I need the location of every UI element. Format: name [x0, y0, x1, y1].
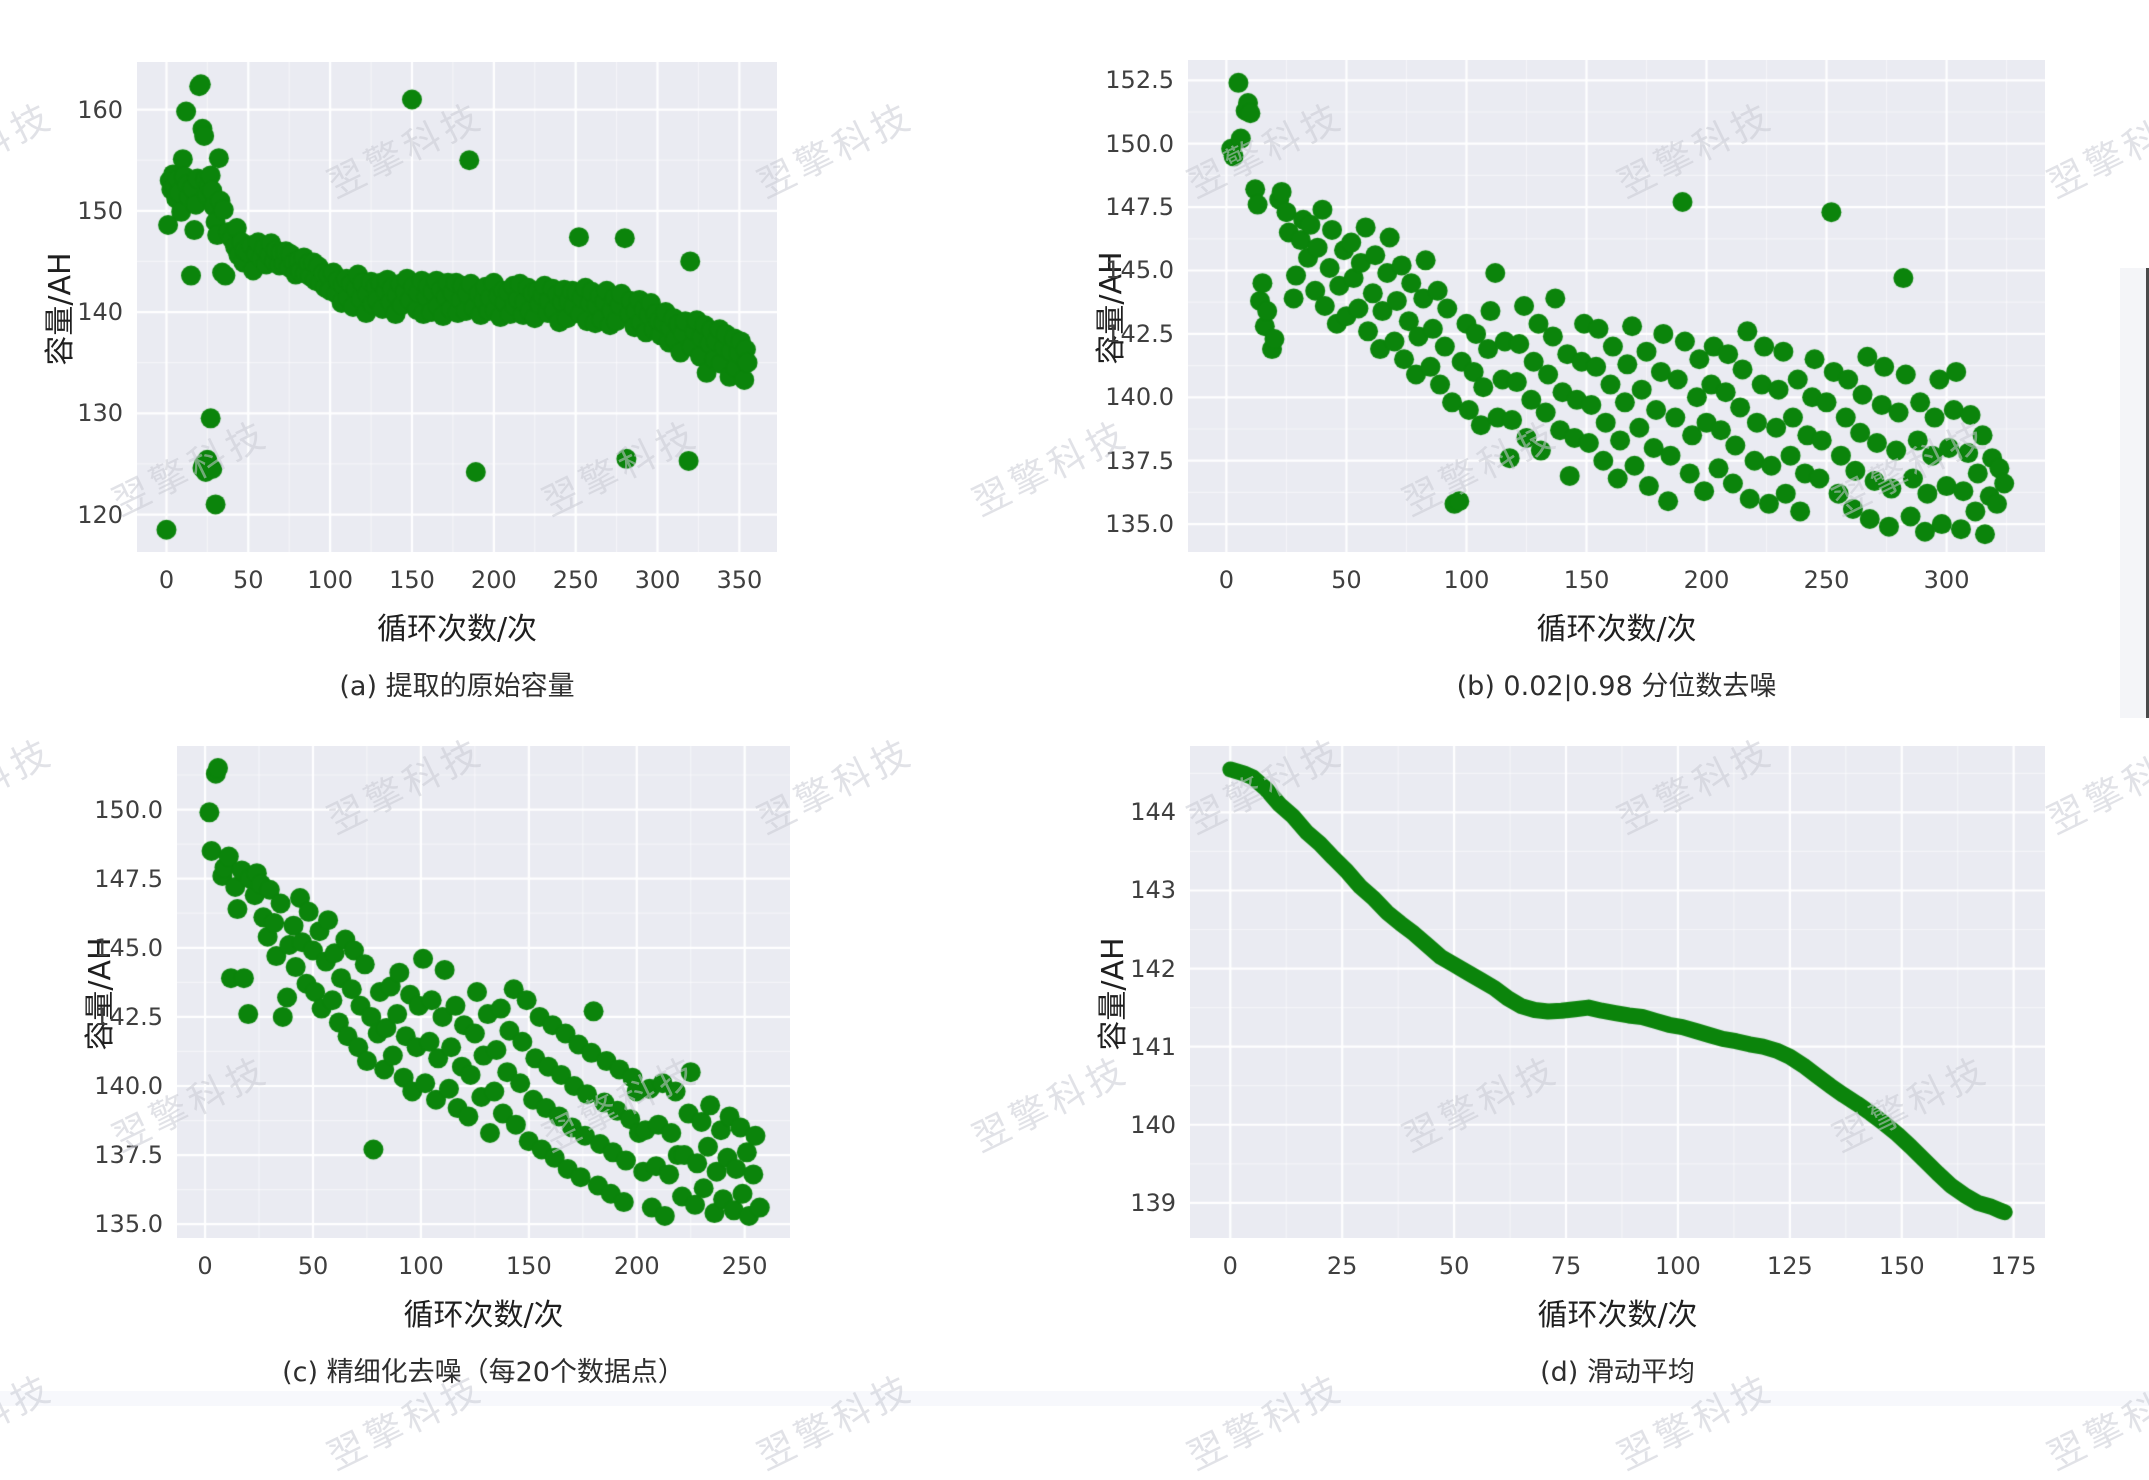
y-tick-label: 141: [1130, 1032, 1176, 1061]
x-tick-label: 175: [1990, 1252, 2037, 1280]
x-tick-label: 200: [470, 566, 517, 594]
y-tick-label: 135.0: [94, 1210, 163, 1239]
y-tick-label: 139: [1130, 1188, 1176, 1217]
x-axis-label-b: 循环次数/次: [1536, 612, 1697, 647]
caption-c: (c) 精细化去噪（每20个数据点）: [282, 1357, 685, 1388]
x-tick-label: 250: [1803, 566, 1850, 594]
y-tick-label: 130: [77, 399, 123, 428]
x-tick-label: 200: [1683, 566, 1730, 594]
x-tick-label: 200: [613, 1252, 660, 1280]
subplot-b: 容量/AH 循环次数/次 (b) 0.02|0.98 分位数去噪 0 50 100 1…: [1094, 60, 2045, 702]
plot-canvas-a: [137, 62, 777, 552]
x-tick-label: 350: [716, 566, 763, 594]
y-tick-label: 150.0: [94, 795, 163, 824]
x-axis-label-d: 循环次数/次: [1537, 1298, 1698, 1333]
y-axis-label-d: 容量/AH: [1096, 937, 1131, 1051]
x-axis-label-a: 循环次数/次: [376, 612, 538, 647]
y-tick-label: 142.5: [1105, 319, 1174, 348]
x-tick-label: 50: [297, 1252, 329, 1280]
x-tick-label: 25: [1326, 1252, 1358, 1280]
plot-canvas-b: [1188, 60, 2045, 552]
y-tick-label: 144: [1130, 798, 1176, 827]
screen-crop-strip: [2120, 268, 2149, 718]
x-tick-label: 250: [721, 1252, 768, 1280]
x-tick-label: 300: [1923, 566, 1970, 594]
x-tick-label: 0: [158, 566, 175, 594]
bottom-edge-strip: [0, 1391, 2149, 1406]
y-tick-label: 147.5: [1105, 193, 1174, 222]
x-tick-label: 100: [1443, 566, 1490, 594]
x-tick-label: 0: [197, 1252, 213, 1280]
x-tick-label: 100: [1655, 1252, 1701, 1280]
y-tick-label: 160: [77, 95, 123, 124]
y-tick-label: 150.0: [1105, 129, 1174, 158]
plot-canvas-c: [177, 746, 790, 1238]
y-tick-label: 140.0: [1105, 383, 1174, 412]
battery-capacity-figure: 容量/AH 循环次数/次 (a) 提取的原始容量 0 50 100 150 200 250…: [0, 60, 2149, 1406]
x-tick-label: 0: [1222, 1252, 1238, 1280]
x-tick-label: 300: [634, 566, 681, 594]
y-tick-label: 150: [77, 196, 123, 225]
x-tick-label: 50: [233, 566, 264, 594]
y-axis-label-c: 容量/AH: [83, 937, 118, 1051]
y-tick-label: 147.5: [94, 864, 163, 893]
y-tick-label: 135.0: [1105, 510, 1174, 539]
y-tick-label: 145.0: [94, 933, 163, 962]
y-axis-label-a: 容量/AH: [43, 252, 78, 366]
y-tick-label: 142.5: [94, 1002, 163, 1031]
x-tick-label: 150: [1878, 1252, 1925, 1280]
y-tick-label: 140: [77, 298, 123, 327]
y-tick-label: 140: [1130, 1110, 1176, 1139]
subplot-d: 容量/AH 循环次数/次 (d) 滑动平均 0 25 50 75 100 125 150 17…: [1096, 746, 2045, 1388]
caption-a: (a) 提取的原始容量: [339, 671, 575, 702]
subplot-c: 容量/AH 循环次数/次 (c) 精细化去噪（每20个数据点） 0 50 100 15…: [83, 746, 790, 1388]
x-axis-label-c: 循环次数/次: [403, 1298, 564, 1333]
y-axis-label-b: 容量/AH: [1094, 251, 1129, 365]
plot-canvas-d: [1190, 746, 2045, 1238]
x-tick-label: 100: [397, 1252, 444, 1280]
x-tick-label: 50: [1438, 1252, 1470, 1280]
y-tick-label: 145.0: [1105, 256, 1174, 285]
caption-b: (b) 0.02|0.98 分位数去噪: [1456, 671, 1777, 702]
x-tick-label: 150: [389, 566, 435, 594]
x-tick-label: 75: [1550, 1252, 1582, 1280]
x-tick-label: 250: [552, 566, 599, 594]
x-tick-label: 150: [1563, 566, 1610, 594]
y-tick-label: 137.5: [94, 1141, 163, 1170]
x-tick-label: 150: [505, 1252, 552, 1280]
y-tick-label: 140.0: [94, 1071, 163, 1100]
screen-crop-edge-line: [2146, 268, 2149, 718]
caption-d: (d) 滑动平均: [1540, 1357, 1695, 1388]
x-tick-label: 125: [1766, 1252, 1813, 1280]
x-tick-label: 100: [307, 566, 354, 594]
x-tick-label: 0: [1218, 566, 1235, 594]
y-tick-label: 120: [77, 500, 123, 529]
x-tick-label: 50: [1331, 566, 1362, 594]
subplot-a: 容量/AH 循环次数/次 (a) 提取的原始容量 0 50 100 150 200 250…: [43, 62, 777, 702]
y-tick-label: 137.5: [1105, 446, 1174, 475]
y-tick-label: 152.5: [1105, 66, 1174, 95]
y-tick-label: 142: [1130, 954, 1176, 983]
y-tick-label: 143: [1130, 876, 1176, 905]
